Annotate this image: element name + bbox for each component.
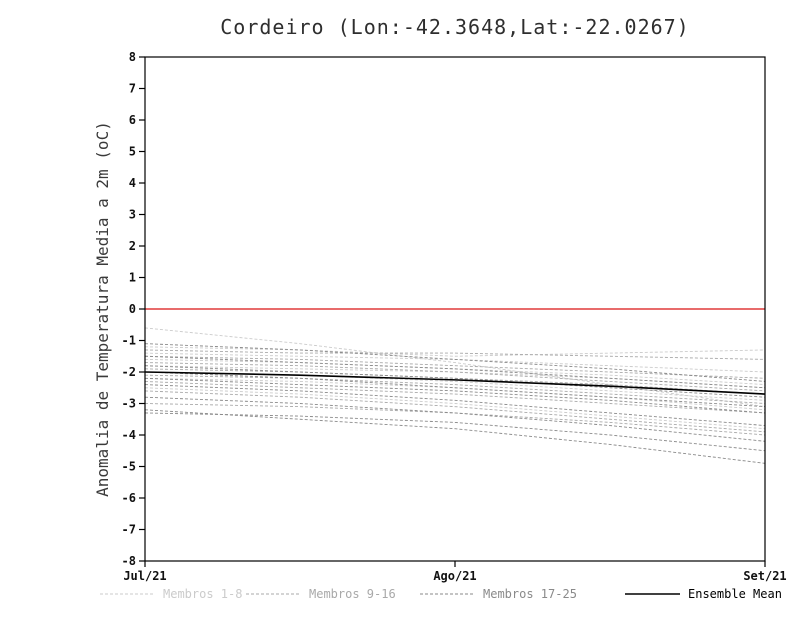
- y-tick-label: -2: [122, 365, 136, 379]
- y-tick-label: -1: [122, 334, 136, 348]
- y-tick-label: 4: [129, 176, 136, 190]
- y-tick-label: -3: [122, 397, 136, 411]
- ensemble-member-line: [144, 355, 766, 389]
- y-axis-label: Anomalia de Temperatura Media a 2m (oC): [93, 121, 112, 497]
- y-tick-label: -6: [122, 491, 136, 505]
- legend-label: Membros 17-25: [483, 587, 577, 601]
- ensemble-member-line: [144, 403, 766, 436]
- y-tick-label: -4: [122, 428, 136, 442]
- x-tick-label: Jul/21: [123, 569, 166, 583]
- ensemble-member-line: [144, 371, 766, 408]
- y-tick-label: 8: [129, 50, 136, 64]
- ensemble-member-line: [144, 327, 766, 408]
- ensemble-member-line: [144, 377, 766, 414]
- y-tick-label: 5: [129, 145, 136, 159]
- x-tick-label: Set/21: [743, 569, 786, 583]
- y-tick-label: -5: [122, 460, 136, 474]
- ensemble-member-line: [144, 343, 766, 382]
- ensemble-member-line: [144, 365, 766, 398]
- ensemble-member-line: [144, 412, 766, 452]
- ensemble-member-line: [144, 409, 766, 464]
- chart-title: Cordeiro (Lon:-42.3648,Lat:-22.0267): [220, 15, 689, 39]
- y-tick-label: 0: [129, 302, 136, 316]
- ensemble-member-line: [144, 362, 766, 392]
- y-tick-label: -8: [122, 554, 136, 568]
- y-tick-label: -7: [122, 523, 136, 537]
- ensemble-member-line: [144, 384, 766, 426]
- y-tick-label: 2: [129, 239, 136, 253]
- legend-label: Ensemble Mean: [688, 587, 782, 601]
- ensemble-member-line: [144, 371, 766, 401]
- y-tick-label: 1: [129, 271, 136, 285]
- y-tick-label: 3: [129, 208, 136, 222]
- y-tick-label: 7: [129, 82, 136, 96]
- ensemble-member-line: [144, 390, 766, 433]
- ensemble-member-line: [144, 396, 766, 442]
- ensemble-member-line: [144, 355, 766, 379]
- ensemble-member-line: [144, 374, 766, 404]
- ensemble-mean-line: [144, 371, 766, 395]
- ensemble-member-line: [144, 349, 766, 360]
- ensemble-member-line: [144, 346, 766, 357]
- ensemble-member-line: [144, 381, 766, 414]
- legend-label: Membros 1-8: [163, 587, 242, 601]
- ensemble-member-line: [144, 387, 766, 430]
- y-tick-label: 6: [129, 113, 136, 127]
- legend-label: Membros 9-16: [309, 587, 396, 601]
- x-tick-label: Ago/21: [433, 569, 476, 583]
